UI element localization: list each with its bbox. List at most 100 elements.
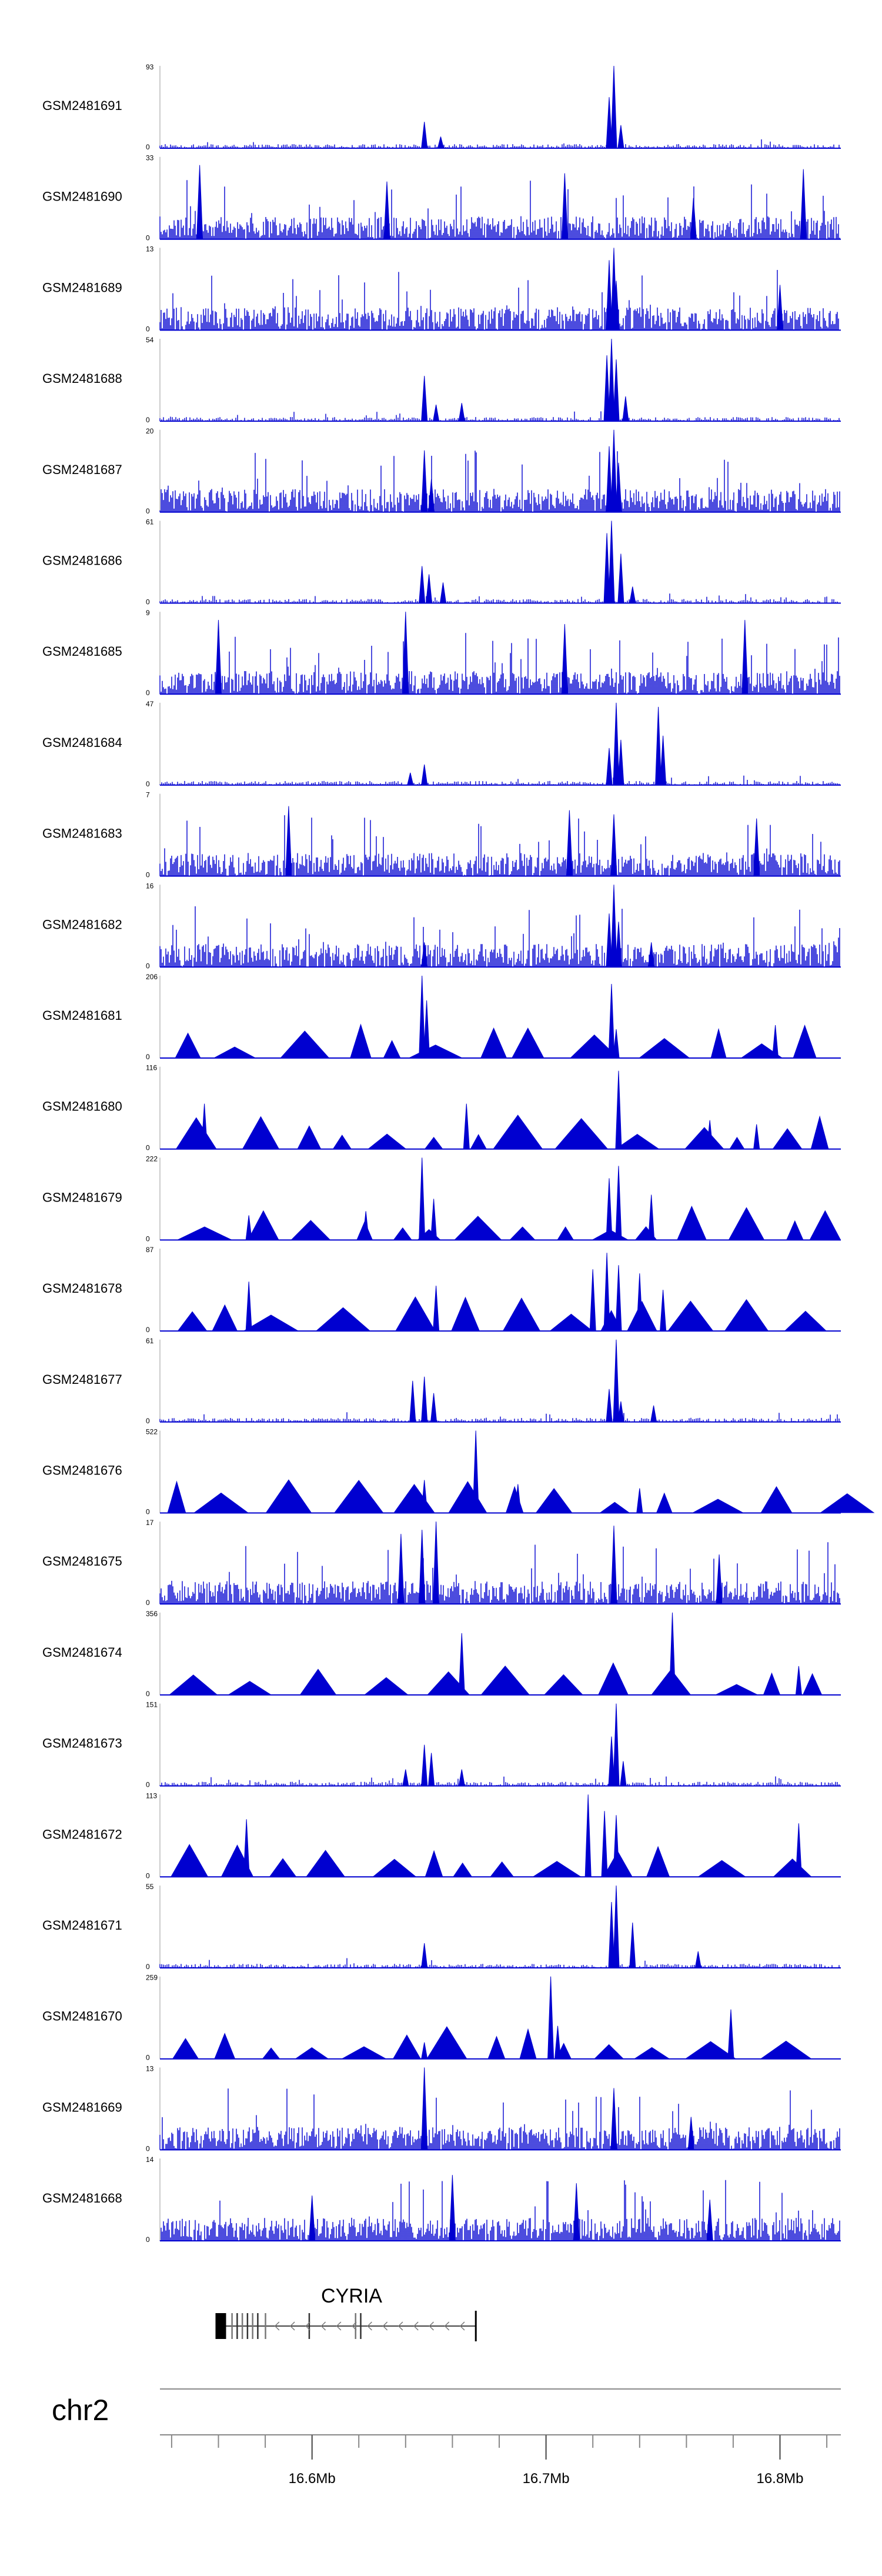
coverage-signal — [159, 906, 840, 967]
y-max-label: 20 — [146, 427, 154, 435]
coverage-area — [454, 1216, 502, 1240]
track-GSM2481687: GSM2481687 20 0 — [42, 427, 841, 515]
coverage-area — [265, 1479, 312, 1513]
peak — [402, 1769, 409, 1787]
gene-exon — [252, 2313, 253, 2339]
y-max-label: 7 — [146, 791, 150, 799]
peak — [615, 1265, 622, 1332]
coverage-area — [269, 1858, 297, 1877]
y-max-label: 9 — [146, 609, 150, 617]
coverage-area — [773, 1858, 812, 1877]
track-GSM2481690: GSM2481690 33 0 — [42, 154, 841, 242]
y-max-label: 206 — [146, 973, 158, 981]
peak — [463, 1103, 470, 1150]
peak — [449, 2175, 456, 2241]
track-GSM2481679: GSM2481679 222 0 — [42, 1154, 841, 1243]
track-label: GSM2481686 — [42, 553, 122, 568]
track-GSM2481671: GSM2481671 55 0 — [42, 1883, 841, 1971]
track-label: GSM2481675 — [42, 1554, 122, 1569]
y-max-label: 16 — [146, 882, 154, 890]
peak — [407, 772, 414, 786]
coverage-area — [490, 1861, 514, 1877]
coverage-area — [544, 1674, 583, 1695]
gene-exon — [236, 2313, 238, 2339]
coverage-area — [169, 1674, 218, 1695]
peak — [421, 764, 428, 786]
coverage-area — [634, 2047, 670, 2059]
track-label: GSM2481674 — [42, 1645, 122, 1660]
peak — [613, 359, 620, 422]
peak — [613, 281, 620, 331]
track-label: GSM2481682 — [42, 917, 122, 932]
y-max-label: 222 — [146, 1154, 158, 1163]
peak — [606, 260, 613, 331]
strand-arrow — [444, 2321, 450, 2331]
peak — [421, 450, 428, 513]
peak — [561, 173, 568, 240]
coverage-area — [290, 1220, 331, 1240]
coverage-signal — [159, 1776, 840, 1786]
strand-arrow — [413, 2321, 419, 2331]
track-GSM2481675: GSM2481675 17 0 — [42, 1519, 841, 1607]
peak — [610, 1526, 617, 1604]
gene-exon — [241, 2313, 243, 2339]
peak — [423, 1000, 430, 1059]
peak — [795, 1823, 802, 1877]
coverage-area — [509, 1226, 536, 1240]
coverage-area — [594, 2044, 624, 2059]
y-min-label: 0 — [146, 780, 150, 788]
peak — [660, 1290, 667, 1332]
track-GSM2481677: GSM2481677 61 0 — [42, 1337, 841, 1425]
coverage-area — [684, 1127, 724, 1149]
gene-exon — [246, 2313, 249, 2339]
y-min-label: 0 — [146, 1871, 150, 1880]
coverage-area — [297, 1125, 322, 1149]
peak — [419, 566, 426, 603]
track-label: GSM2481677 — [42, 1372, 122, 1387]
coverage-area — [786, 1220, 804, 1240]
coverage-area — [383, 1040, 401, 1058]
y-min-label: 0 — [146, 325, 150, 333]
peak — [409, 1380, 416, 1423]
peak — [636, 1488, 643, 1513]
coverage-area — [820, 1493, 875, 1513]
track-GSM2481688: GSM2481688 54 0 — [42, 336, 841, 424]
coverage-area — [393, 2034, 421, 2059]
track-label: GSM2481690 — [42, 189, 122, 204]
peak — [428, 1753, 435, 1787]
coverage-area — [728, 1207, 765, 1240]
peak — [430, 1393, 437, 1423]
peak — [421, 1376, 428, 1423]
coverage-area — [334, 1480, 384, 1513]
y-max-label: 47 — [146, 700, 154, 708]
peak — [606, 1178, 613, 1240]
track-label: GSM2481672 — [42, 1827, 122, 1841]
chromosome-axis: chr2 16.6Mb 16.7Mb 16.8Mb — [52, 2388, 841, 2487]
y-min-label: 0 — [146, 507, 150, 515]
coverage-tracks: GSM2481691930GSM2481690330GSM2481689130G… — [42, 63, 875, 2244]
coverage-signal — [159, 2088, 840, 2150]
peak — [362, 1211, 369, 1240]
coverage-area — [451, 1296, 480, 1332]
track-GSM2481685: GSM2481685 9 0 — [42, 609, 841, 697]
y-max-label: 151 — [146, 1701, 158, 1709]
peak — [753, 1124, 760, 1150]
track-GSM2481684: GSM2481684 47 0 — [42, 700, 841, 788]
peak — [610, 885, 617, 967]
peak — [629, 1922, 636, 1968]
coverage-area — [656, 1492, 673, 1513]
y-min-label: 0 — [146, 1508, 150, 1516]
strand-arrow — [382, 2321, 388, 2331]
y-min-label: 0 — [146, 689, 150, 697]
track-label: GSM2481678 — [42, 1281, 122, 1296]
y-max-label: 17 — [146, 1519, 154, 1527]
strand-arrow — [274, 2321, 280, 2331]
peak — [561, 624, 568, 695]
peak — [608, 1901, 615, 1968]
coverage-signal — [159, 593, 840, 603]
coverage-area — [395, 1296, 436, 1332]
peak — [610, 2088, 617, 2150]
coverage-area — [372, 1858, 417, 1877]
peak — [741, 620, 749, 695]
coverage-area — [691, 1499, 744, 1513]
